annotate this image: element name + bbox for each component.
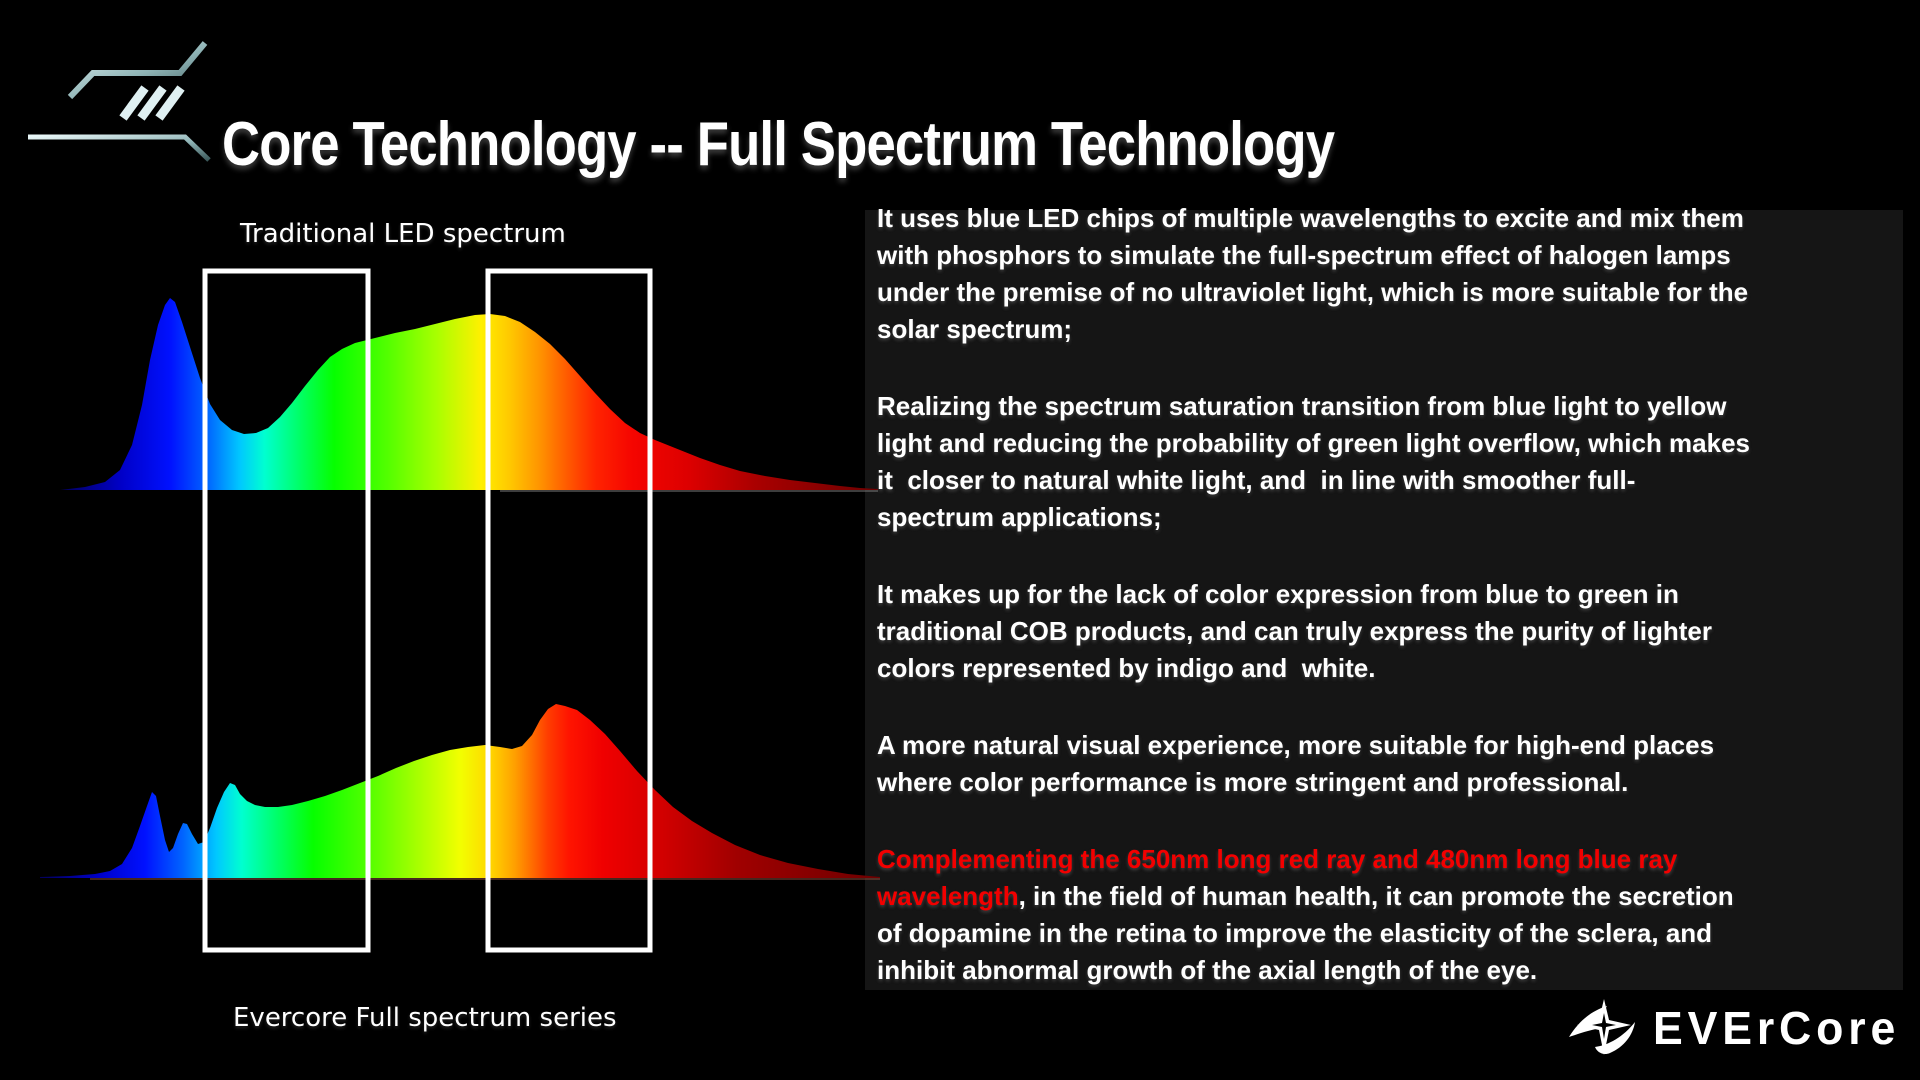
paragraph-3: It makes up for the lack of color expres…	[877, 579, 1713, 683]
wavelength-highlight-box	[485, 268, 653, 953]
wavelength-highlight-box	[202, 268, 371, 953]
paragraph-5: Complementing the 650nm long red ray and…	[877, 841, 1750, 989]
body-text: It uses blue LED chips of multiple wavel…	[877, 200, 1750, 1029]
paragraph-1: It uses blue LED chips of multiple wavel…	[877, 203, 1749, 344]
evercore-spectrum-curve	[40, 704, 880, 878]
brand-logo: EVErCore	[1565, 995, 1908, 1061]
paragraph-4: A more natural visual experience, more s…	[877, 730, 1715, 797]
brand-wordmark: EVErCore	[1653, 1002, 1901, 1054]
slide-title: Core Technology -- Full Spectrum Technol…	[222, 109, 1335, 179]
paragraph-5-rest: , in the field of human health, it can p…	[877, 881, 1734, 985]
top-chart-label: Traditional LED spectrum	[240, 219, 566, 249]
paragraph-2: Realizing the spectrum saturation transi…	[877, 391, 1751, 532]
corner-decoration-icon	[28, 41, 211, 162]
text-panel	[865, 210, 1903, 990]
brand-emblem-icon	[1569, 999, 1635, 1055]
traditional-led-spectrum-curve	[60, 298, 878, 490]
paragraph-5-red-highlight: Complementing the 650nm long red ray and…	[877, 844, 1678, 911]
bottom-chart-label: Evercore Full spectrum series	[233, 1003, 617, 1033]
